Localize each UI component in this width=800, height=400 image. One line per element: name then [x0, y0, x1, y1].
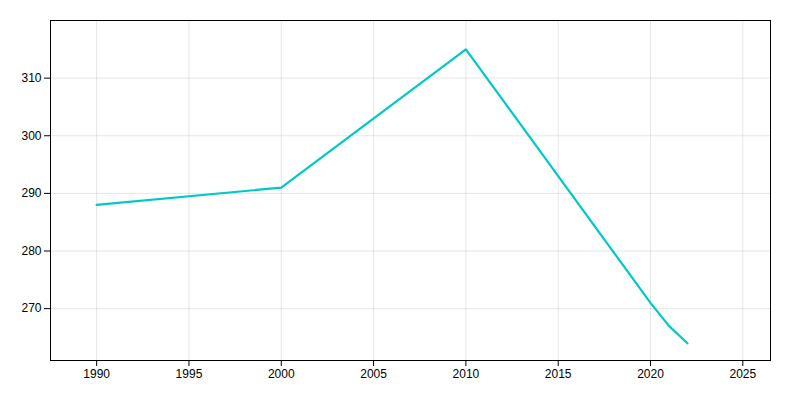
svg-text:280: 280	[21, 244, 41, 258]
svg-text:2015: 2015	[545, 367, 572, 381]
svg-text:290: 290	[21, 186, 41, 200]
svg-text:2010: 2010	[453, 367, 480, 381]
svg-text:300: 300	[21, 129, 41, 143]
svg-text:270: 270	[21, 301, 41, 315]
svg-text:2000: 2000	[268, 367, 295, 381]
svg-text:2025: 2025	[729, 367, 756, 381]
svg-text:1995: 1995	[176, 367, 203, 381]
svg-text:2005: 2005	[360, 367, 387, 381]
svg-text:310: 310	[21, 71, 41, 85]
svg-text:1990: 1990	[83, 367, 110, 381]
svg-text:2020: 2020	[637, 367, 664, 381]
